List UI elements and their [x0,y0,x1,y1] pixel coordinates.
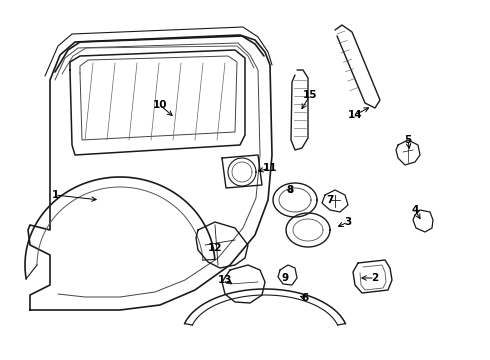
Text: 12: 12 [208,243,222,253]
Text: 10: 10 [153,100,167,110]
Text: 3: 3 [344,217,352,227]
Text: 1: 1 [51,190,59,200]
Text: 9: 9 [281,273,289,283]
Text: 14: 14 [348,110,362,120]
Text: 6: 6 [301,293,309,303]
Text: 5: 5 [404,135,412,145]
Text: 4: 4 [411,205,418,215]
Text: 15: 15 [303,90,317,100]
Text: 11: 11 [263,163,277,173]
Text: 13: 13 [218,275,232,285]
Text: 8: 8 [286,185,294,195]
Text: 7: 7 [326,195,334,205]
Text: 2: 2 [371,273,379,283]
